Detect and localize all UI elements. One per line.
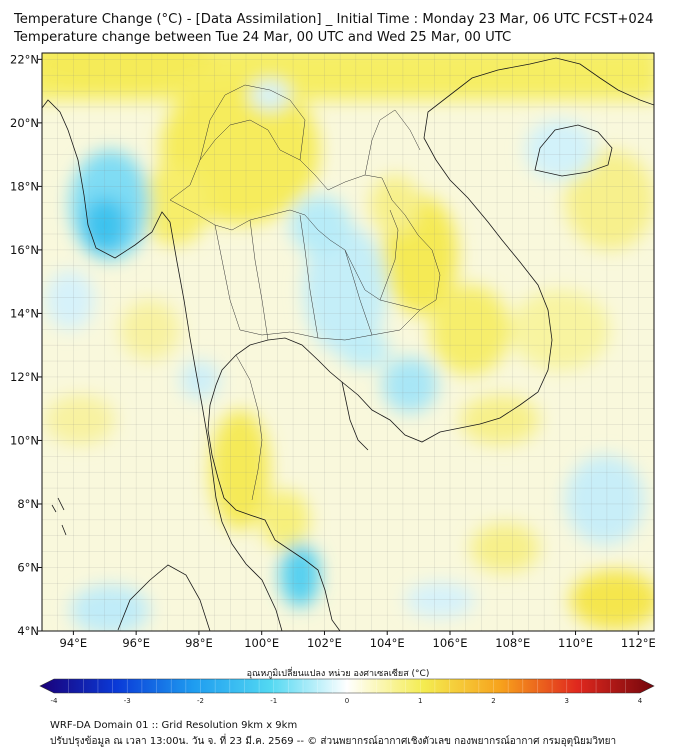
lon-tick-label: 100°E [244, 636, 279, 650]
lat-tick-label: 16°N [10, 243, 39, 257]
footer-credit: ปรับปรุงข้อมูล ณ เวลา 13:00น. วัน จ. ที่… [50, 736, 617, 747]
lat-tick-label: 10°N [10, 433, 39, 447]
lon-tick-label: 94°E [60, 636, 88, 650]
lat-tick-label: 20°N [10, 116, 39, 130]
colorbar-tick-label: -1 [270, 697, 277, 705]
colorbar-gradient [39, 678, 655, 694]
chart-title: Temperature Change (°C) - [Data Assimila… [14, 12, 654, 27]
lon-tick-label: 112°E [621, 636, 656, 650]
lat-tick-label: 4°N [17, 624, 39, 638]
colorbar-title: อุณหภูมิเปลี่ยนแปลง หน่วย องศาเซลเซียส (… [246, 669, 430, 679]
colorbar-tick-labels: -4 -3 -2 -1 0 1 2 3 4 [51, 697, 643, 705]
lat-tick-label: 8°N [17, 497, 39, 511]
longitude-axis: 94°E 96°E 98°E 100°E 102°E 104°E 106°E 108°E 110… [60, 631, 656, 650]
lat-tick-label: 6°N [17, 560, 39, 574]
colorbar-tick-label: 2 [491, 697, 495, 705]
footer-model-info: WRF-DA Domain 01 :: Grid Resolution 9km … [50, 720, 298, 731]
colorbar-tick-label: 3 [565, 697, 569, 705]
lat-tick-label: 14°N [10, 306, 39, 320]
colorbar-tick-label: 0 [345, 697, 349, 705]
map-frame [41, 52, 655, 632]
lon-tick-label: 96°E [122, 636, 150, 650]
lon-tick-label: 106°E [433, 636, 468, 650]
latitude-axis: 4°N 6°N 8°N 10°N 12°N 14°N 16°N 18°N 20°N 22°N [10, 52, 42, 638]
chart-subtitle: Temperature change between Tue 24 Mar, 0… [14, 30, 512, 45]
lat-tick-label: 22°N [10, 52, 39, 66]
lon-tick-label: 98°E [185, 636, 213, 650]
colorbar-tick-label: -4 [51, 697, 59, 705]
lon-tick-label: 102°E [307, 636, 342, 650]
map-gridlines [42, 53, 654, 631]
lon-tick-label: 108°E [495, 636, 530, 650]
colorbar-tick-label: -3 [124, 697, 131, 705]
lon-tick-label: 110°E [558, 636, 593, 650]
province-borders [169, 84, 441, 501]
coastlines-borders [42, 57, 654, 631]
lon-tick-label: 104°E [370, 636, 405, 650]
colorbar: -4 -3 -2 -1 0 1 2 3 4 [39, 678, 655, 705]
colorbar-segment-lines [68, 679, 626, 693]
lat-tick-label: 12°N [10, 370, 39, 384]
colorbar-tick-label: -2 [197, 697, 204, 705]
temperature-field [42, 53, 654, 631]
lat-tick-label: 18°N [10, 179, 39, 193]
colorbar-tick-label: 4 [638, 697, 643, 705]
colorbar-tick-label: 1 [418, 697, 422, 705]
